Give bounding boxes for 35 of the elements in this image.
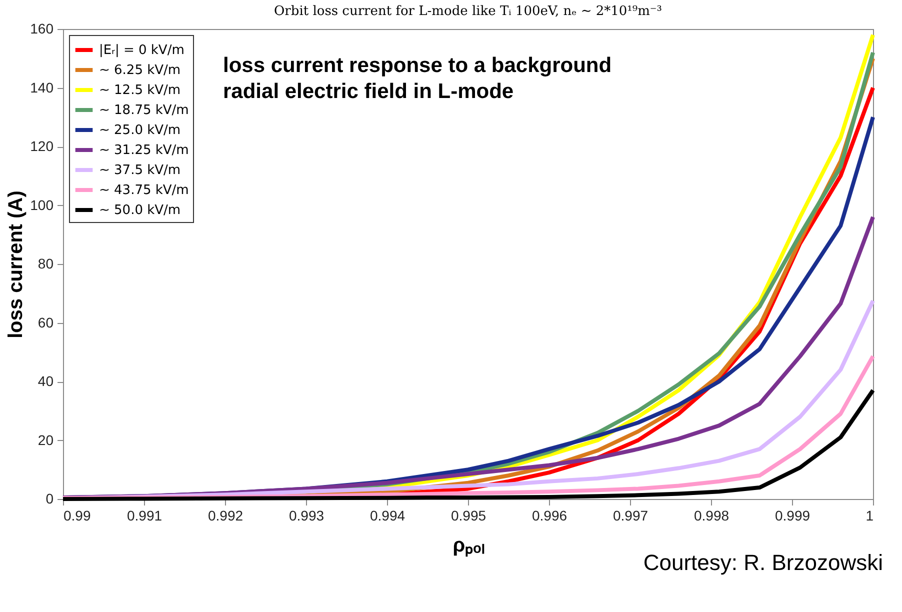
y-tick-label: 80 bbox=[38, 256, 54, 272]
y-tick-label: 140 bbox=[30, 79, 54, 96]
x-tick-label: 1 bbox=[866, 508, 874, 524]
legend-label: ∼ 12.5 kV/m bbox=[99, 83, 181, 98]
line-series bbox=[61, 388, 875, 501]
y-tick-label: 40 bbox=[38, 373, 54, 389]
x-axis-title: ρₚₒₗ bbox=[452, 534, 484, 558]
legend-label: ∼ 37.5 kV/m bbox=[99, 163, 181, 178]
y-tick-label: 0 bbox=[46, 490, 54, 506]
legend-label: ∼ 18.75 kV/m bbox=[99, 103, 189, 118]
annotation: loss current response to a background radial electric field in L-mode bbox=[223, 54, 612, 103]
legend-label: ∼ 31.25 kV/m bbox=[99, 143, 189, 158]
x-tick-label: 0.998 bbox=[694, 508, 730, 524]
x-tick-label: 0.994 bbox=[370, 508, 406, 524]
y-tick-label: 160 bbox=[30, 20, 54, 36]
y-axis-title: loss current (A) bbox=[5, 190, 28, 338]
y-tick-label: 100 bbox=[30, 196, 54, 213]
x-tick-label: 0.996 bbox=[532, 508, 568, 524]
text: Courtesy: R. Brzozowski bbox=[643, 550, 883, 575]
legend-label: ∼ 25.0 kV/m bbox=[99, 123, 181, 138]
legend-label: |Eᵣ| = 0 kV/m bbox=[99, 43, 184, 58]
x-tick-label: 0.995 bbox=[450, 508, 486, 524]
x-tick-label: 0.993 bbox=[288, 508, 324, 524]
x-tick-label: 0.99 bbox=[64, 508, 91, 524]
x-tick-label: 0.999 bbox=[774, 508, 810, 524]
x-tick-label: 0.991 bbox=[126, 508, 162, 524]
legend-label: ∼ 43.75 kV/m bbox=[99, 183, 189, 198]
x-tick-label: 0.992 bbox=[208, 508, 244, 524]
legend-label: ∼ 50.0 kV/m bbox=[99, 203, 181, 218]
chart-title: Orbit loss current for L-mode like Tᵢ 100eV, nₑ ∼ 2*10¹⁹m⁻³ bbox=[274, 4, 662, 19]
y-tick-label: 60 bbox=[38, 314, 54, 330]
y-tick-label: 20 bbox=[38, 432, 54, 448]
legend-label: ∼ 6.25 kV/m bbox=[99, 63, 181, 78]
x-tick-label: 0.997 bbox=[612, 508, 648, 524]
y-tick-label: 120 bbox=[30, 138, 54, 154]
